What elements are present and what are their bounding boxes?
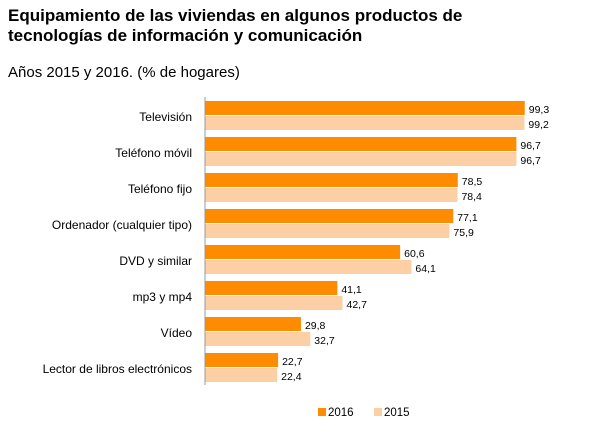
legend-swatch-2016 [318, 408, 326, 416]
bar-2016 [205, 137, 517, 151]
bar-2015 [205, 296, 343, 310]
category-label: Teléfono fijo [128, 182, 192, 196]
chart-title-line-1: Equipamiento de las viviendas en algunos… [8, 6, 463, 25]
bar-2015 [205, 260, 412, 274]
category-label: Televisión [139, 110, 192, 124]
category-label: Vídeo [161, 326, 193, 340]
legend-swatch-2015 [374, 408, 382, 416]
bar-2016 [205, 281, 338, 295]
data-label-2016: 99,3 [529, 104, 550, 116]
data-label-2016: 78,5 [462, 176, 483, 188]
legend-label-2015: 2015 [384, 407, 410, 419]
data-label-2015: 96,7 [520, 155, 541, 167]
bar-2015 [205, 368, 278, 382]
category-label: Teléfono móvil [115, 146, 192, 160]
data-label-2015: 22,4 [281, 371, 302, 383]
category-label: Ordenador (cualquier tipo) [52, 218, 192, 232]
bar-2016 [205, 209, 454, 223]
data-label-2015: 78,4 [461, 191, 482, 203]
category-label: DVD y similar [119, 254, 192, 268]
data-label-2015: 32,7 [314, 335, 335, 347]
bar-2016 [205, 353, 279, 367]
data-label-2016: 77,1 [457, 212, 478, 224]
category-label: Lector de libros electrónicos [43, 362, 192, 376]
bar-2015 [205, 152, 517, 166]
bar-2015 [205, 188, 458, 202]
data-label-2015: 75,9 [453, 227, 474, 239]
bar-2016 [205, 173, 458, 187]
data-label-2016: 60,6 [404, 248, 425, 260]
legend-label-2016: 2016 [328, 407, 354, 419]
data-label-2015: 99,2 [528, 119, 549, 131]
data-label-2016: 22,7 [282, 356, 303, 368]
data-label-2016: 29,8 [305, 320, 326, 332]
data-label-2016: 41,1 [341, 284, 362, 296]
data-label-2015: 64,1 [415, 263, 436, 275]
category-label: mp3 y mp4 [133, 290, 193, 304]
chart-title: Equipamiento de las viviendas en algunos… [8, 6, 608, 46]
bar-2016 [205, 317, 301, 331]
data-label-2016: 96,7 [520, 140, 541, 152]
bar-2015 [205, 224, 450, 238]
bar-2016 [205, 245, 401, 259]
bar-2015 [205, 116, 525, 130]
chart-subtitle: Años 2015 y 2016. (% de hogares) [8, 64, 240, 81]
bar-2015 [205, 332, 311, 346]
chart-title-line-2: tecnologías de información y comunicació… [8, 26, 363, 45]
bar-2016 [205, 101, 525, 115]
data-label-2015: 42,7 [346, 299, 367, 311]
